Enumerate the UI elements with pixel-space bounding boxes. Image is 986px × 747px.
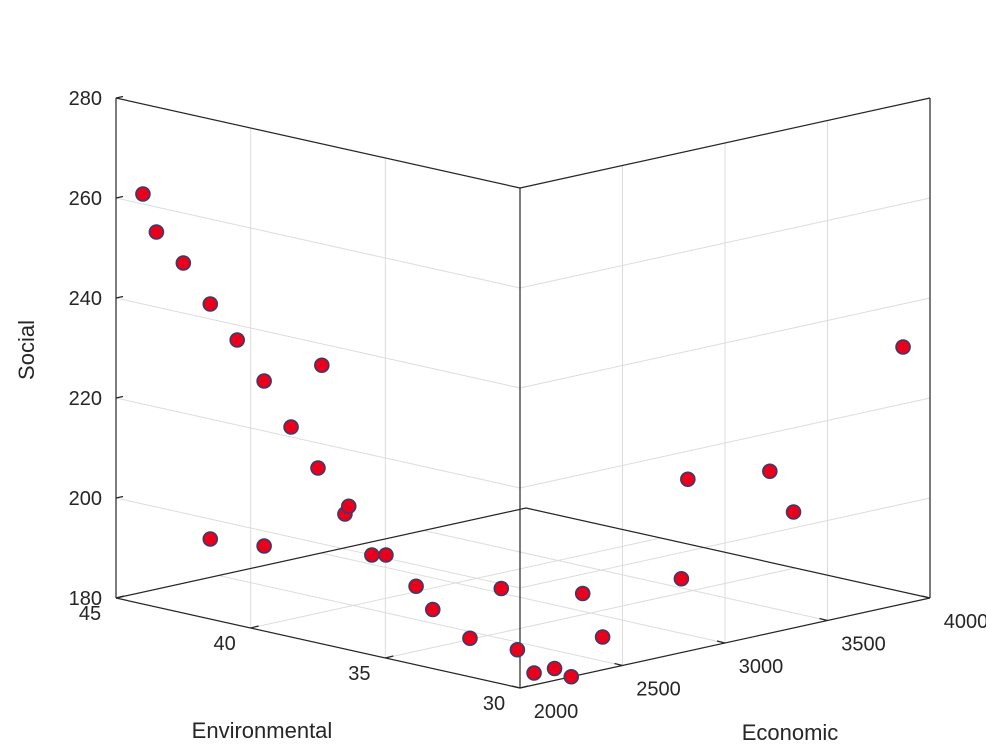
z-tick-label: 220 bbox=[69, 388, 102, 410]
grid-line bbox=[519, 497, 931, 589]
grid-line bbox=[385, 567, 796, 659]
tick-mark bbox=[250, 625, 259, 629]
data-point bbox=[314, 357, 330, 374]
data-point bbox=[509, 641, 526, 658]
tick-mark bbox=[115, 295, 124, 299]
grid-line bbox=[115, 497, 521, 589]
y-tick-label: 45 bbox=[79, 603, 101, 625]
data-point bbox=[785, 504, 802, 520]
data-point bbox=[202, 296, 219, 312]
data-point bbox=[148, 224, 165, 240]
data-point bbox=[493, 580, 510, 597]
x-tick-label: 2000 bbox=[534, 701, 579, 723]
data-point bbox=[462, 630, 478, 647]
y-tick-label: 40 bbox=[214, 633, 236, 655]
tick-labels: 180 200 220 240 260 280 30 35 40 45 2000 2500 3000 35… bbox=[69, 88, 986, 723]
x-tick-label: 3500 bbox=[841, 634, 886, 656]
z-tick-label: 200 bbox=[69, 488, 102, 510]
data-point bbox=[310, 460, 326, 476]
z-tick-label: 240 bbox=[69, 288, 102, 310]
axis-edge bbox=[525, 507, 931, 599]
grid-line bbox=[250, 537, 661, 629]
tick-mark bbox=[115, 495, 124, 499]
data-point bbox=[135, 186, 151, 202]
tick-mark bbox=[614, 662, 623, 667]
grid-line bbox=[218, 575, 623, 666]
data-point bbox=[526, 665, 542, 681]
axis-edge bbox=[115, 597, 521, 689]
z-tick-label: 180 bbox=[69, 588, 102, 610]
axes-box bbox=[115, 95, 931, 689]
y-tick-label: 35 bbox=[348, 663, 370, 685]
tick-mark bbox=[511, 685, 521, 689]
data-point bbox=[546, 660, 563, 677]
data-point bbox=[574, 585, 591, 602]
z-tick-label: 260 bbox=[69, 188, 102, 210]
data-point bbox=[378, 547, 394, 563]
data-point bbox=[202, 531, 219, 547]
data-point bbox=[229, 332, 245, 348]
z-axis-label: Social bbox=[14, 320, 39, 380]
z-tick-label: 280 bbox=[69, 88, 102, 110]
data-point bbox=[762, 463, 778, 480]
grid-line bbox=[320, 552, 726, 644]
data-point bbox=[680, 471, 696, 488]
tick-mark bbox=[519, 685, 529, 689]
tick-mark bbox=[115, 395, 124, 399]
axis-edge bbox=[115, 507, 527, 599]
tick-mark bbox=[921, 595, 931, 599]
data-point bbox=[364, 547, 380, 563]
grid-line bbox=[519, 297, 931, 389]
data-point bbox=[175, 255, 192, 271]
grid-line bbox=[115, 297, 521, 389]
data-point bbox=[256, 373, 272, 389]
x-axis-label: Economic bbox=[742, 720, 839, 745]
grid-line bbox=[115, 397, 521, 489]
data-point bbox=[673, 570, 690, 587]
x-tick-label: 3000 bbox=[739, 656, 784, 678]
grid-line bbox=[519, 197, 931, 289]
data-point bbox=[424, 601, 441, 618]
tick-mark bbox=[385, 655, 394, 659]
axis-edge bbox=[115, 97, 521, 189]
data-point bbox=[340, 498, 357, 515]
data-point bbox=[594, 629, 611, 645]
tick-mark bbox=[819, 617, 828, 622]
data-point bbox=[256, 538, 272, 554]
axis-edge bbox=[519, 97, 931, 189]
grid-line bbox=[115, 197, 521, 289]
data-point bbox=[563, 668, 580, 685]
x-tick-label: 4000 bbox=[944, 611, 986, 633]
tick-mark bbox=[115, 595, 125, 599]
data-points bbox=[135, 186, 911, 685]
grid-line bbox=[423, 530, 828, 621]
grid-lines bbox=[115, 97, 931, 689]
y-tick-label: 30 bbox=[483, 693, 505, 715]
tick-mark bbox=[115, 195, 124, 199]
data-point bbox=[408, 578, 424, 595]
data-point bbox=[895, 339, 911, 355]
data-point bbox=[283, 419, 299, 435]
tick-mark bbox=[716, 640, 726, 644]
x-tick-label: 2500 bbox=[636, 679, 681, 701]
y-axis-label: Environmental bbox=[192, 718, 333, 743]
tick-mark bbox=[115, 95, 124, 99]
grid-line bbox=[519, 397, 931, 489]
